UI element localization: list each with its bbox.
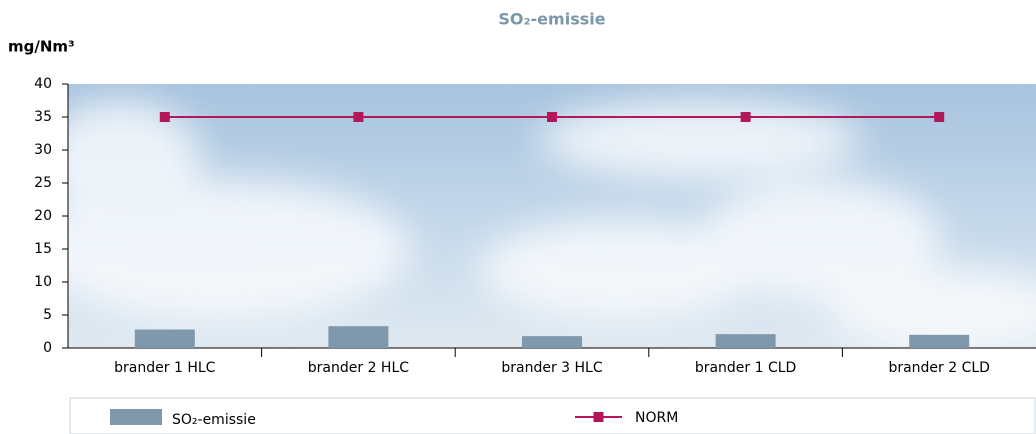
- x-tick-label: brander 1 HLC: [114, 360, 215, 376]
- y-tick-label: 20: [34, 208, 52, 224]
- y-tick-label: 10: [34, 274, 52, 290]
- x-tick-label: brander 1 CLD: [695, 360, 797, 376]
- chart-title: SO₂-emissie: [498, 10, 605, 29]
- marker: [159, 112, 170, 122]
- legend-label: SO₂-emissie: [172, 412, 256, 428]
- bar: [328, 326, 389, 348]
- plot-background: [68, 84, 1036, 348]
- x-tick-label: brander 3 HLC: [501, 360, 602, 376]
- y-tick-label: 30: [34, 142, 52, 158]
- x-tick-label: brander 2 HLC: [308, 360, 409, 376]
- legend-swatch: [110, 409, 162, 425]
- legend-box: [69, 397, 1036, 434]
- bar: [522, 336, 582, 348]
- marker: [740, 112, 751, 122]
- y-tick-label: 35: [34, 109, 52, 125]
- marker: [547, 112, 557, 122]
- y-tick-label: 0: [43, 340, 52, 356]
- legend-marker: [593, 412, 604, 422]
- y-tick-label: 5: [43, 307, 52, 323]
- y-tick-label: 15: [34, 241, 52, 257]
- x-tick-label: brander 2 CLD: [888, 360, 990, 376]
- y-axis-label: mg/Nm³: [8, 38, 75, 56]
- bar: [909, 334, 970, 348]
- bar: [134, 329, 195, 348]
- legend-label: NORM: [635, 410, 678, 426]
- y-tick-label: 25: [34, 175, 52, 191]
- marker: [934, 112, 945, 122]
- y-tick-label: 40: [34, 76, 52, 92]
- bar: [715, 334, 776, 348]
- marker: [353, 112, 364, 122]
